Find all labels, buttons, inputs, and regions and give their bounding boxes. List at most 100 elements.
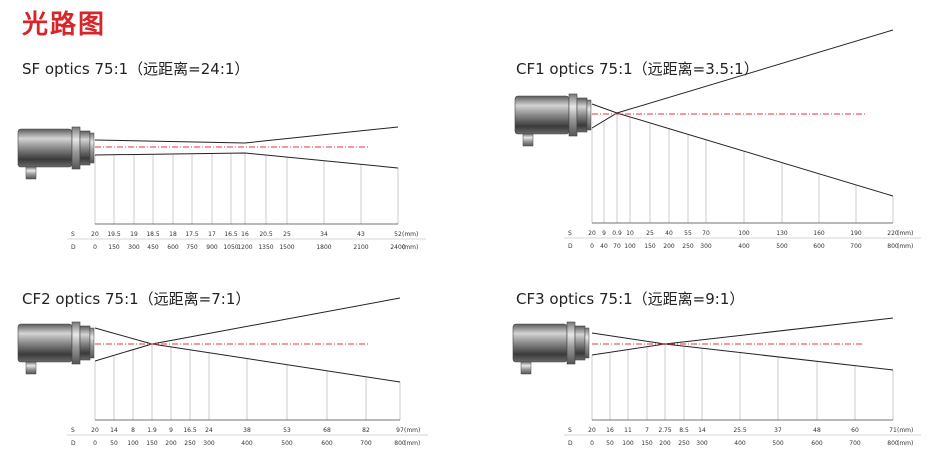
d-row-label-panel-2: D [568,243,573,250]
d-value-panel-1-9: 1350 [258,244,273,251]
s-value-panel-2-4: 25 [646,230,654,237]
d-value-panel-1-1: 150 [108,244,120,251]
s-unit-panel-4: (mm) [897,427,913,434]
s-value-panel-4-8: 37 [774,427,782,434]
d-value-panel-3-3: 150 [146,440,158,447]
d-value-panel-2-8: 400 [738,243,750,250]
d-value-panel-2-0: 0 [590,243,594,250]
d-value-panel-1-11: 1800 [316,244,331,251]
d-row-label-panel-4: D [568,440,573,447]
beam-upper-panel-1 [94,126,399,144]
beam-lower-panel-4 [591,332,894,371]
s-value-panel-3-5: 16.5 [183,427,197,434]
d-value-panel-4-11: 800 [887,440,899,447]
s-value-panel-1-11: 34 [320,231,328,238]
d-value-panel-4-5: 250 [678,440,690,447]
sensor-connector-panel-1 [25,166,37,180]
d-unit-panel-1: (mm) [402,244,418,251]
d-value-panel-4-1: 50 [606,440,614,447]
sensor-lens-ring-panel-4 [584,327,590,359]
d-value-panel-2-11: 700 [850,243,862,250]
s-value-panel-1-5: 17.5 [185,231,199,238]
beam-upper-panel-4 [591,317,894,356]
sensor-lens-panel-2 [576,97,588,133]
s-row-label-panel-3: S [71,427,75,434]
s-value-panel-4-11: 71 [889,427,897,434]
d-value-panel-1-12: 2100 [353,244,368,251]
sensor-flange-panel-4 [566,321,576,365]
sensor-lens-panel-1 [79,130,91,166]
s-value-panel-4-0: 20 [588,427,596,434]
d-value-panel-3-8: 500 [281,440,293,447]
panel-heading-sf: SF optics 75:1（远距离=24:1） [22,60,250,78]
s-value-panel-4-4: 2.75 [658,427,672,434]
sensor-lens-ring-panel-3 [89,327,95,359]
s-value-panel-4-2: 11 [624,427,632,434]
d-value-panel-4-4: 200 [659,440,671,447]
s-value-panel-1-3: 18.5 [146,231,160,238]
d-value-panel-1-4: 600 [167,244,179,251]
s-value-panel-2-0: 20 [588,230,596,237]
d-unit-panel-3: (mm) [404,440,420,447]
s-value-panel-1-12: 43 [357,231,365,238]
s-value-panel-1-0: 20 [91,231,99,238]
sensor-lens-panel-3 [79,325,91,361]
s-value-panel-2-1: 9 [602,230,606,237]
s-value-panel-1-13: 52 [394,231,402,238]
s-value-panel-3-1: 14 [110,427,118,434]
s-value-panel-1-1: 19.5 [107,231,121,238]
s-value-panel-2-8: 100 [738,230,750,237]
d-value-panel-2-12: 800 [887,243,899,250]
optics-panel-3: SD 20 14 8 1.9 9 16.5 24 38 53 68 82 97 (mm) 0 50 100 150… [17,297,428,447]
d-row-label-panel-1: D [71,244,76,251]
s-unit-panel-1: (mm) [402,231,418,238]
s-value-panel-3-4: 9 [169,427,173,434]
d-value-panel-4-6: 300 [696,440,708,447]
d-value-panel-3-10: 700 [360,440,372,447]
s-value-panel-3-3: 1.9 [147,427,157,434]
sensor-lens-panel-4 [574,325,586,361]
s-value-panel-1-10: 25 [283,231,291,238]
beam-lower-panel-2 [591,103,894,197]
s-row-label-panel-4: S [568,427,572,434]
s-value-panel-4-7: 25.5 [733,427,747,434]
panel-heading-cf3: CF3 optics 75:1（远距离=9:1） [516,290,745,308]
s-value-panel-3-6: 24 [205,427,213,434]
d-value-panel-1-10: 1500 [279,244,294,251]
s-unit-panel-3: (mm) [404,427,420,434]
sensor-body-panel-3 [17,323,73,363]
s-value-panel-4-3: 7 [645,427,649,434]
d-value-panel-3-0: 0 [93,440,97,447]
s-unit-panel-2: (mm) [897,230,913,237]
d-row-label-panel-3: D [71,440,76,447]
s-value-panel-1-9: 20.5 [259,231,273,238]
optics-panel-4: SD 20 16 11 7 2.75 8.5 14 25.5 37 48 60 71 (mm) 0 50 100… [512,317,921,447]
s-value-panel-2-9: 130 [776,230,788,237]
d-value-panel-3-4: 200 [165,440,177,447]
beam-upper-panel-2 [591,29,894,129]
s-value-panel-3-10: 82 [362,427,370,434]
s-value-panel-2-2: 0.9 [612,230,622,237]
beam-lower-panel-3 [94,327,401,383]
d-value-panel-1-2: 300 [128,244,140,251]
d-value-panel-4-3: 150 [641,440,653,447]
d-value-panel-4-9: 600 [811,440,823,447]
s-value-panel-1-6: 17 [208,231,216,238]
d-value-panel-1-8: 1200 [237,244,252,251]
d-value-panel-1-6: 900 [206,244,218,251]
s-value-panel-2-3: 10 [626,230,634,237]
d-value-panel-3-11: 800 [394,440,406,447]
sensor-connector-panel-3 [25,361,37,375]
sensor-body-panel-1 [17,128,73,168]
s-value-panel-2-7: 70 [702,230,710,237]
d-value-panel-2-9: 500 [776,243,788,250]
s-value-panel-2-6: 55 [684,230,692,237]
d-value-panel-2-4: 150 [644,243,656,250]
page-title: 光路图 [22,10,107,40]
s-row-label-panel-1: S [71,231,75,238]
s-value-panel-1-7: 16.5 [224,231,238,238]
d-value-panel-2-6: 250 [682,243,694,250]
d-value-panel-1-7: 1050 [223,244,238,251]
d-value-panel-1-0: 0 [93,244,97,251]
